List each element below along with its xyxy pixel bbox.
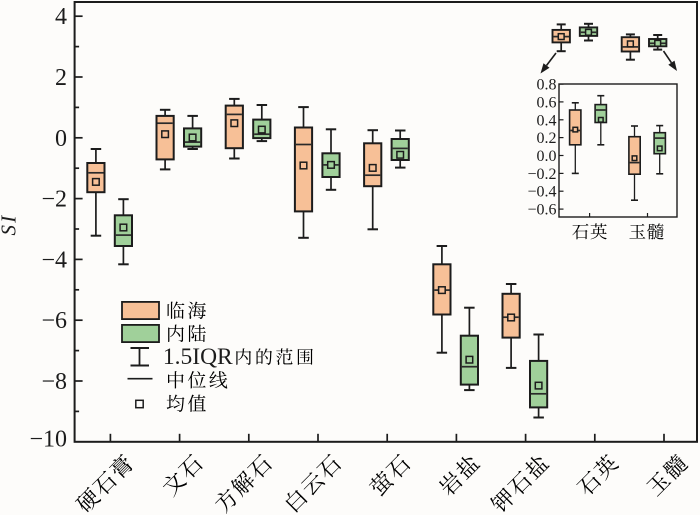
svg-text:−2: −2 bbox=[41, 187, 67, 213]
svg-text:SI: SI bbox=[0, 214, 21, 236]
svg-text:2: 2 bbox=[55, 65, 67, 91]
svg-text:−0.4: −0.4 bbox=[527, 184, 556, 201]
svg-text:0.0: 0.0 bbox=[537, 148, 557, 165]
svg-text:−4: −4 bbox=[41, 247, 67, 273]
svg-text:0: 0 bbox=[55, 126, 67, 152]
svg-text:−10: −10 bbox=[29, 426, 67, 452]
svg-text:1.5IQR: 1.5IQR bbox=[163, 344, 233, 370]
svg-text:4: 4 bbox=[55, 4, 67, 30]
svg-text:−8: −8 bbox=[41, 369, 67, 395]
svg-text:0.8: 0.8 bbox=[537, 77, 557, 94]
svg-text:−0.6: −0.6 bbox=[527, 202, 556, 219]
svg-text:0.6: 0.6 bbox=[537, 94, 557, 111]
svg-text:0.2: 0.2 bbox=[537, 130, 557, 147]
svg-text:−0.2: −0.2 bbox=[527, 166, 556, 183]
svg-text:0.4: 0.4 bbox=[537, 112, 557, 129]
svg-text:−6: −6 bbox=[41, 308, 67, 334]
